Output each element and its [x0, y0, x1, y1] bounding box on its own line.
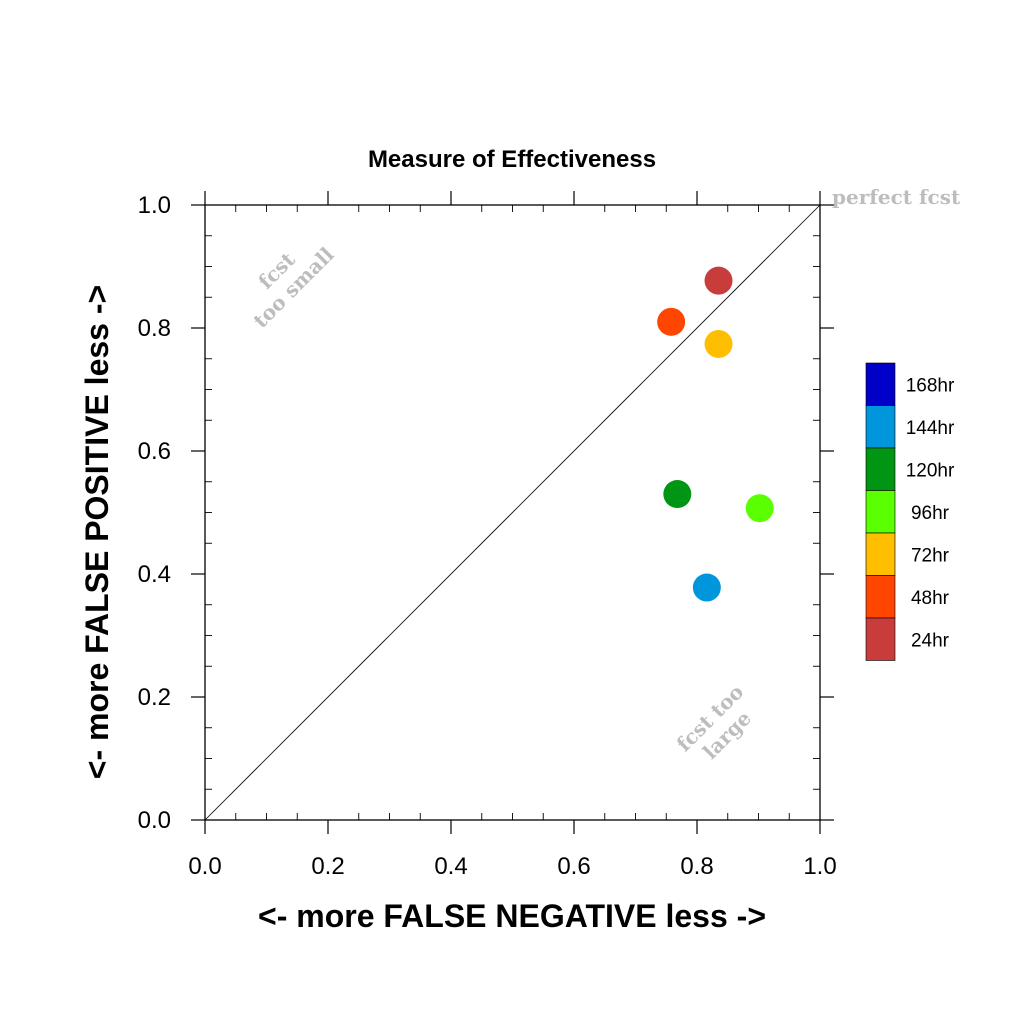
y-tick-label: 0.6 [138, 438, 171, 465]
y-tick-label: 0.4 [138, 561, 171, 588]
legend: 168hr 144hr 120hr 96hr 72hr 48hr 24hr [865, 362, 955, 661]
x-tick-label: 0.8 [680, 853, 713, 880]
x-tick-label: 0.6 [557, 853, 590, 880]
x-tick-label: 1.0 [803, 853, 836, 880]
data-point-48hr: 48hr [657, 307, 686, 336]
x-axis-label: <- more FALSE NEGATIVE less -> [258, 898, 766, 934]
chart-title: Measure of Effectiveness [368, 146, 656, 173]
axis-ticks [191, 191, 834, 834]
y-axis-label: <- more FALSE POSITIVE less -> [79, 285, 115, 779]
legend-swatch-72hr [865, 532, 896, 576]
annotation-perfect-fcst: perfect fcst [832, 185, 961, 209]
x-tick-label: 0.4 [434, 853, 467, 880]
data-point-24hr: 24hr [704, 266, 733, 295]
annotation-fcst-too-large: fcst too large [672, 680, 756, 764]
perfect-forecast-diagonal [204, 204, 821, 821]
legend-label-168hr: 168hr [906, 375, 955, 396]
legend-swatch-48hr [865, 575, 896, 619]
x-tick-label: 0.2 [311, 853, 344, 880]
annotation-fcst-too-small: fcst too small [248, 242, 338, 332]
data-points: 24hr 48hr 72hr 120hr 96hr 144hr [657, 266, 774, 602]
legend-label-72hr: 72hr [911, 545, 950, 566]
annotation-small-line2: too small [248, 242, 338, 332]
plot-frame [204, 204, 821, 821]
data-point-96hr: 96hr [745, 494, 774, 523]
legend-label-120hr: 120hr [906, 460, 955, 481]
legend-swatch-24hr [865, 617, 896, 661]
data-point-144hr: 144hr [692, 573, 721, 602]
x-tick-label: 0.0 [188, 853, 221, 880]
legend-label-24hr: 24hr [911, 630, 950, 651]
data-point-72hr: 72hr [704, 329, 733, 358]
y-tick-label: 1.0 [138, 192, 171, 219]
legend-label-48hr: 48hr [911, 588, 950, 609]
y-tick-label: 0.2 [138, 684, 171, 711]
y-tick-label: 0.8 [138, 315, 171, 342]
y-tick-label: 0.0 [138, 807, 171, 834]
y-tick-labels: 0.0 0.2 0.4 0.6 0.8 1.0 [138, 192, 171, 834]
legend-label-144hr: 144hr [906, 418, 955, 439]
legend-label-96hr: 96hr [911, 503, 950, 524]
legend-swatch-96hr [865, 490, 896, 534]
data-point-120hr: 120hr [663, 480, 692, 509]
legend-swatch-144hr [865, 405, 896, 449]
legend-swatch-168hr [865, 362, 896, 406]
x-tick-labels: 0.0 0.2 0.4 0.6 0.8 1.0 [188, 853, 836, 880]
legend-swatch-120hr [865, 447, 896, 491]
